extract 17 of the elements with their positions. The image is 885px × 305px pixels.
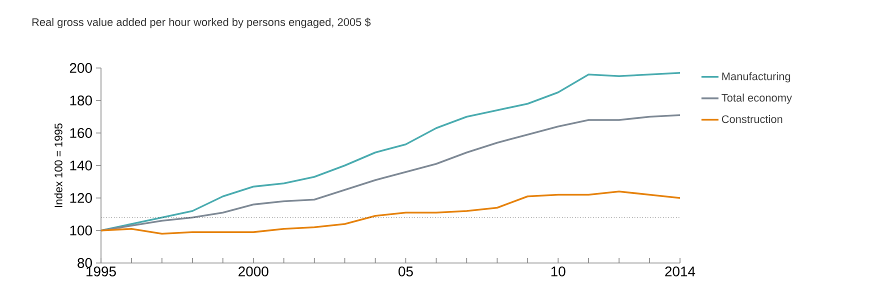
legend-label: Construction bbox=[722, 115, 782, 124]
y-tick-label: 160 bbox=[70, 128, 92, 138]
y-tick-label: 180 bbox=[70, 96, 92, 106]
x-tick-label: 05 bbox=[398, 266, 413, 276]
chart-title: Real gross value added per hour worked by persons engaged, 2005 $ bbox=[32, 18, 371, 28]
y-tick-label: 140 bbox=[70, 160, 92, 170]
x-tick-label: 1995 bbox=[86, 266, 116, 276]
y-tick-label: 200 bbox=[70, 63, 92, 73]
x-tick-label: 10 bbox=[551, 266, 566, 276]
y-tick-label: 100 bbox=[70, 226, 92, 236]
y-tick-label: 120 bbox=[70, 193, 92, 203]
y-tick-label: 80 bbox=[78, 258, 92, 268]
y-axis-title: Index 100 = 1995 bbox=[54, 123, 62, 207]
x-tick-label: 2014 bbox=[665, 266, 696, 276]
x-tick-label: 2000 bbox=[238, 266, 268, 276]
legend-label: Manufacturing bbox=[722, 72, 790, 82]
legend-label: Total economy bbox=[722, 94, 792, 104]
